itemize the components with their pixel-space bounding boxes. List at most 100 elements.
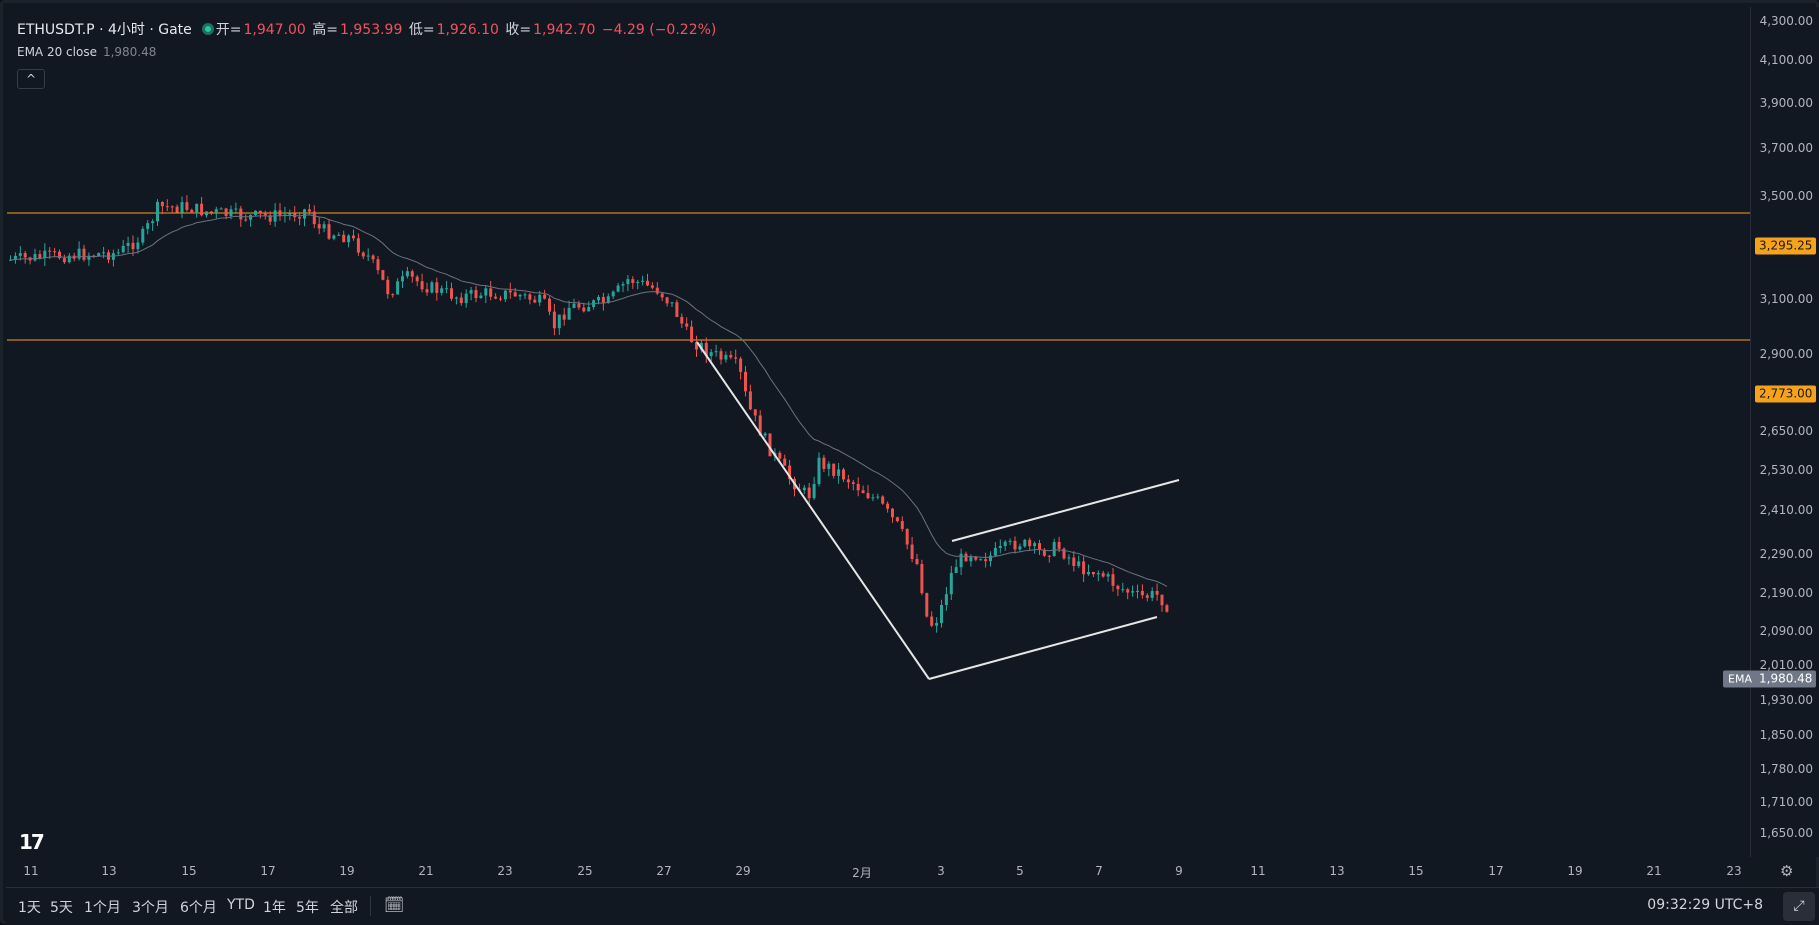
candle-body bbox=[454, 297, 458, 299]
candle-body bbox=[317, 224, 321, 229]
range-button[interactable]: YTD bbox=[227, 897, 255, 913]
candle-body bbox=[156, 201, 159, 222]
candle-body bbox=[734, 357, 738, 359]
range-button[interactable]: 全部 bbox=[330, 900, 358, 916]
collapse-legend-button[interactable]: ^ bbox=[17, 69, 45, 89]
candle-body bbox=[548, 298, 551, 312]
candle-body bbox=[62, 258, 66, 263]
ema-legend[interactable]: EMA 20 close 1,980.48 bbox=[17, 45, 156, 59]
candle-body bbox=[788, 465, 792, 479]
candle-body bbox=[1116, 585, 1120, 590]
price-axis[interactable]: 4,300.00 4,100.00 3,900.00 3,700.00 3,500.00… bbox=[1750, 7, 1819, 857]
candle-body bbox=[920, 564, 924, 594]
candle-body bbox=[342, 234, 346, 243]
candle-body bbox=[866, 493, 870, 499]
candle-body bbox=[410, 271, 414, 277]
candle-body bbox=[915, 558, 919, 565]
range-button[interactable]: 1个月 bbox=[84, 900, 121, 916]
candle-body bbox=[396, 281, 400, 295]
price-tick-label: 2,290.00 bbox=[1759, 547, 1813, 561]
clock-timezone[interactable]: 09:32:29 UTC+8 bbox=[1647, 897, 1763, 913]
candle-body bbox=[371, 255, 375, 260]
candle-body bbox=[229, 209, 233, 216]
symbol-title[interactable]: ETHUSDT.P · 4小时 · Gate bbox=[17, 22, 192, 38]
candle-body bbox=[1067, 557, 1071, 559]
range-button[interactable]: 5天 bbox=[50, 900, 73, 916]
calendar-goto-icon[interactable]: 🗓 bbox=[384, 895, 405, 914]
candle-body bbox=[567, 307, 571, 320]
time-tick-label: 29 bbox=[735, 864, 751, 878]
candle-body bbox=[518, 294, 522, 297]
candle-body bbox=[1057, 542, 1061, 549]
ema-label: EMA 20 close bbox=[17, 45, 97, 59]
candle-body bbox=[77, 248, 81, 259]
settings-gear-icon[interactable]: ⚙ bbox=[1780, 862, 1794, 880]
candle-body bbox=[136, 242, 140, 250]
candle-body bbox=[9, 259, 12, 261]
price-chart[interactable] bbox=[7, 7, 1750, 857]
candle-body bbox=[665, 297, 669, 304]
candle-body bbox=[582, 307, 586, 312]
open-value: 1,947.00 bbox=[243, 22, 306, 38]
candle-body bbox=[361, 252, 365, 257]
candle-body bbox=[200, 203, 204, 216]
candle-body bbox=[503, 290, 507, 300]
candle-body bbox=[1008, 540, 1012, 542]
time-tick-label: 23 bbox=[497, 864, 513, 878]
price-tick-label: 4,100.00 bbox=[1759, 53, 1813, 67]
candle-body bbox=[1082, 561, 1086, 575]
candle-body bbox=[1003, 541, 1007, 546]
range-button[interactable]: 5年 bbox=[296, 900, 319, 916]
candle-body bbox=[925, 593, 929, 617]
candle-body bbox=[616, 285, 620, 292]
time-tick-label: 21 bbox=[418, 864, 434, 878]
candle-body bbox=[175, 206, 179, 213]
candle-body bbox=[420, 281, 424, 290]
price-tick-label: 2,530.00 bbox=[1759, 463, 1813, 477]
candle-body bbox=[312, 211, 316, 225]
candle-body bbox=[856, 483, 860, 491]
candle-body bbox=[680, 316, 684, 324]
price-tick-label: 2,190.00 bbox=[1759, 586, 1813, 600]
candle-body bbox=[930, 616, 934, 626]
range-button[interactable]: 3个月 bbox=[132, 900, 169, 916]
candle-body bbox=[499, 298, 502, 300]
candle-body bbox=[1023, 539, 1027, 547]
chart-plot-area[interactable]: ETHUSDT.P · 4小时 · Gate 开= 1,947.00 高= 1,953… bbox=[7, 7, 1750, 857]
candle-body bbox=[812, 483, 816, 499]
candle-body bbox=[13, 255, 17, 260]
candle-body bbox=[842, 469, 845, 480]
time-tick-label: 13 bbox=[1329, 864, 1345, 878]
candle-body bbox=[1062, 548, 1066, 559]
candle-body bbox=[43, 250, 47, 259]
candle-body bbox=[474, 290, 478, 299]
range-button[interactable]: 1天 bbox=[18, 900, 41, 916]
expand-icon[interactable]: ⤢ bbox=[1783, 892, 1815, 921]
candle-body bbox=[18, 253, 22, 256]
candle-body bbox=[1160, 594, 1164, 606]
candle-body bbox=[670, 302, 674, 304]
candle-body bbox=[151, 221, 155, 224]
tradingview-logo[interactable]: 17 bbox=[19, 830, 45, 854]
price-tick-label: 4,300.00 bbox=[1759, 14, 1813, 28]
time-tick-label: 21 bbox=[1646, 864, 1662, 878]
candle-body bbox=[278, 210, 282, 216]
candle-body bbox=[58, 251, 61, 259]
trendline-resistance bbox=[951, 479, 1180, 542]
candle-body bbox=[533, 299, 537, 303]
time-axis[interactable]: 11 13 15 17 19 21 23 25 27 29 2月 3 5 7 9 11 13 15 17 19 21 23 bbox=[7, 857, 1750, 883]
price-tick-label: 3,900.00 bbox=[1759, 96, 1813, 110]
candle-body bbox=[984, 559, 988, 562]
time-tick-label: 9 bbox=[1175, 864, 1183, 878]
candle-body bbox=[450, 288, 453, 299]
candle-body bbox=[1038, 543, 1041, 550]
candle-body bbox=[337, 234, 341, 236]
time-tick-label: 13 bbox=[101, 864, 117, 878]
candle-body bbox=[298, 217, 302, 219]
level-tag-2: 2,773.00 bbox=[1755, 385, 1817, 403]
candle-body bbox=[601, 297, 605, 304]
candle-body bbox=[1121, 589, 1125, 591]
range-button[interactable]: 6个月 bbox=[180, 900, 217, 916]
range-button[interactable]: 1年 bbox=[263, 900, 286, 916]
candle-body bbox=[165, 206, 169, 208]
